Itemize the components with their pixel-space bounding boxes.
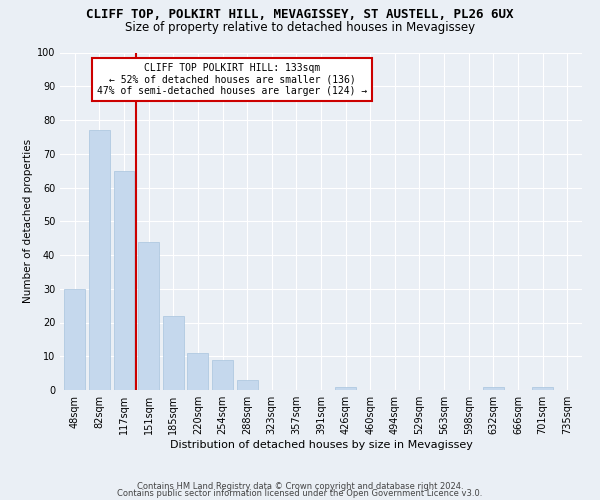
Bar: [483, 386, 504, 390]
Bar: [89, 130, 110, 390]
Text: Contains HM Land Registry data © Crown copyright and database right 2024.: Contains HM Land Registry data © Crown c…: [137, 482, 463, 491]
Text: CLIFF TOP, POLKIRT HILL, MEVAGISSEY, ST AUSTELL, PL26 6UX: CLIFF TOP, POLKIRT HILL, MEVAGISSEY, ST …: [86, 8, 514, 20]
Bar: [64, 289, 85, 390]
Bar: [532, 386, 553, 390]
Text: Contains public sector information licensed under the Open Government Licence v3: Contains public sector information licen…: [118, 489, 482, 498]
Bar: [113, 170, 134, 390]
Bar: [138, 242, 159, 390]
Text: Size of property relative to detached houses in Mevagissey: Size of property relative to detached ho…: [125, 21, 475, 34]
Text: CLIFF TOP POLKIRT HILL: 133sqm
← 52% of detached houses are smaller (136)
47% of: CLIFF TOP POLKIRT HILL: 133sqm ← 52% of …: [97, 62, 367, 96]
Bar: [163, 316, 184, 390]
Y-axis label: Number of detached properties: Number of detached properties: [23, 139, 32, 304]
Bar: [236, 380, 257, 390]
X-axis label: Distribution of detached houses by size in Mevagissey: Distribution of detached houses by size …: [170, 440, 472, 450]
Bar: [335, 386, 356, 390]
Bar: [187, 353, 208, 390]
Bar: [212, 360, 233, 390]
